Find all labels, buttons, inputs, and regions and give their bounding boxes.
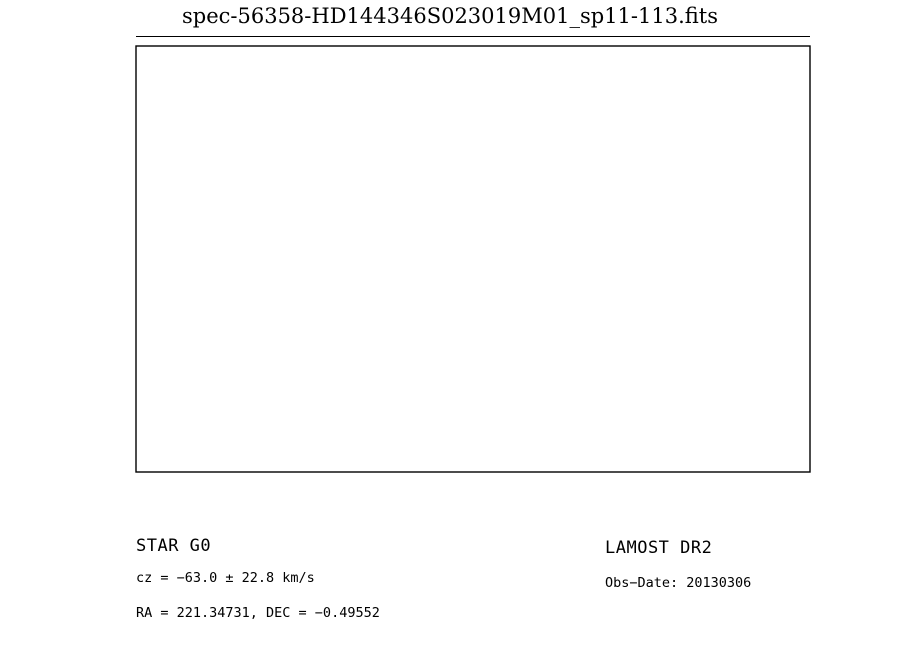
obs-date-label: Obs−Date: 20130306 xyxy=(605,575,752,591)
coordinates-label: RA = 221.34731, DEC = −0.49552 xyxy=(136,605,380,621)
page-title: spec-56358-HD144346S023019M01_sp11-113.f… xyxy=(181,4,718,28)
survey-label: LAMOST DR2 xyxy=(605,538,713,558)
plot-frame xyxy=(135,45,811,473)
title-underline xyxy=(136,36,810,37)
object-type-label: STAR G0 xyxy=(136,536,212,556)
redshift-velocity-label: cz = −63.0 ± 22.8 km/s xyxy=(136,570,315,586)
